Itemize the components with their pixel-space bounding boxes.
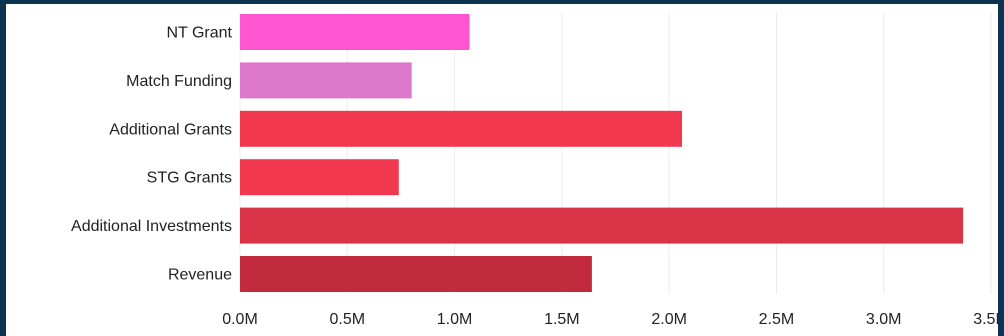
bar-additional-grants[interactable] <box>240 110 683 147</box>
category-label: Additional Investments <box>71 218 232 235</box>
chart-panel: NT Grant Match Funding Additional Grants ST… <box>6 4 998 336</box>
bar-stg-grants[interactable] <box>240 159 399 196</box>
bar-additional-investments[interactable] <box>240 207 964 244</box>
bars-group <box>240 14 964 292</box>
bar-match-funding[interactable] <box>240 62 412 99</box>
gridlines <box>239 12 992 294</box>
bar-chart: NT Grant Match Funding Additional Grants ST… <box>71 12 998 328</box>
x-tick-label: 1.0M <box>437 311 473 328</box>
bar-revenue[interactable] <box>240 256 592 292</box>
category-label: Additional Grants <box>109 121 232 138</box>
bar-nt-grant[interactable] <box>240 14 470 50</box>
category-label: Revenue <box>168 267 232 284</box>
x-tick-label: 2.5M <box>759 311 795 328</box>
category-label: NT Grant <box>167 25 233 42</box>
x-tick-label: 1.5M <box>544 311 580 328</box>
x-tick-label: 3.5M <box>973 311 998 328</box>
x-tick-label: 2.0M <box>651 311 687 328</box>
category-labels: NT Grant Match Funding Additional Grants ST… <box>71 25 233 284</box>
x-tick-labels: 0.0M 0.5M 1.0M 1.5M 2.0M 2.5M 3.0M 3.5M <box>222 311 998 328</box>
x-tick-label: 0.5M <box>329 311 365 328</box>
category-label: Match Funding <box>126 73 232 90</box>
category-label: STG Grants <box>147 170 232 187</box>
x-tick-label: 0.0M <box>222 311 258 328</box>
x-tick-label: 3.0M <box>866 311 902 328</box>
